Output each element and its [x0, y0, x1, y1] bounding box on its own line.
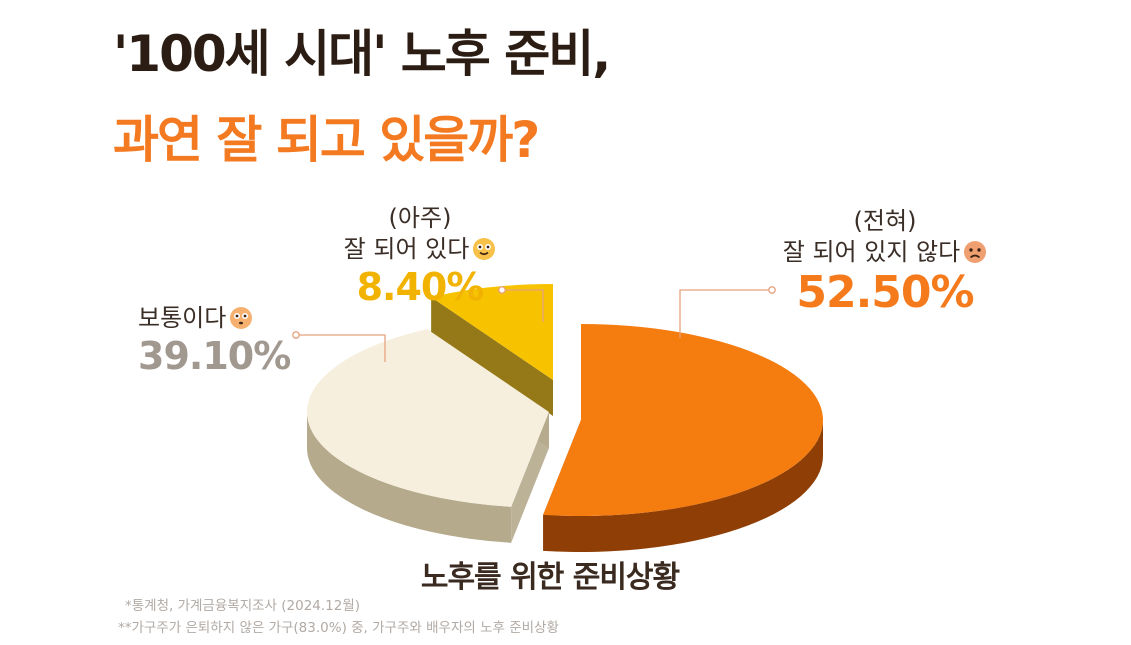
leader-line-neutral: [292, 331, 386, 362]
slice-label-line2: 잘 되어 있지 않다: [782, 238, 961, 266]
pie-slice-not-ready: [543, 324, 824, 516]
pie-slice-well-ready: [431, 284, 553, 380]
slice-label-line2: 잘 되어 있다: [343, 235, 470, 263]
frowning-face-icon: [964, 241, 987, 263]
slice-value-neutral: 39.10%: [138, 334, 291, 378]
slice-value-well-ready: 8.40%: [356, 265, 485, 309]
slice-label-line1: (아주): [388, 204, 452, 232]
slice-label-neutral: 보통이다 39.10%: [138, 303, 291, 378]
pie-slice-neutral: [307, 329, 549, 507]
slice-label-line1: (전혀): [853, 207, 917, 235]
slice-label-well-ready: (아주) 잘 되어 있다 8.40%: [330, 203, 510, 309]
flushed-face-icon: [230, 307, 253, 329]
pie-slice-well-ready-side: [431, 297, 553, 416]
footnote-source: *통계청, 가계금융복지조사 (2024.12월): [125, 598, 361, 614]
slice-label-line2: 보통이다: [138, 304, 227, 332]
page-title-line2: 과연 잘 되고 있을까?: [113, 111, 540, 169]
smiling-face-icon: [473, 238, 496, 260]
leader-line-well-ready: [498, 286, 544, 322]
page-title-line1: '100세 시대' 노후 준비,: [113, 25, 611, 83]
footnote-note: **가구주가 은퇴하지 않은 가구(83.0%) 중, 가구주와 배우자의 노후…: [118, 620, 559, 636]
slice-label-not-ready: (전혀) 잘 되어 있지 않다 52.50%: [760, 206, 1010, 318]
slice-value-not-ready: 52.50%: [796, 267, 974, 318]
chart-title: 노후를 위한 준비상황: [420, 560, 680, 595]
leader-line-not-ready: [679, 286, 776, 338]
